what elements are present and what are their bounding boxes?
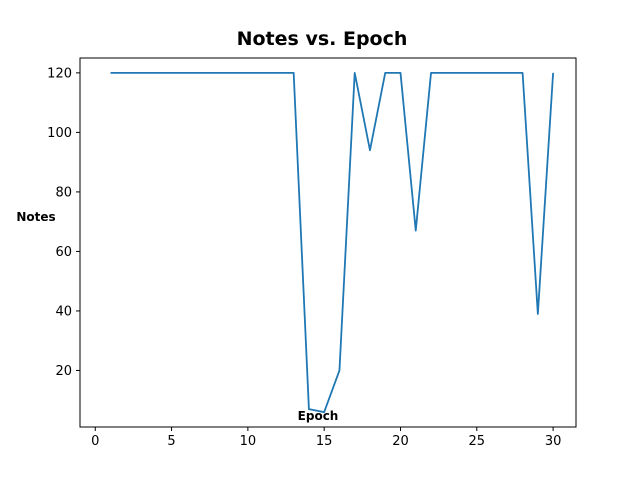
x-tick-label: 20	[392, 434, 409, 449]
y-tick-label: 40	[55, 304, 72, 319]
x-tick-label: 30	[545, 434, 562, 449]
x-tick-label: 25	[469, 434, 486, 449]
y-axis-label: Notes	[16, 210, 55, 224]
x-axis-label: Epoch	[298, 409, 339, 423]
y-tick-label: 20	[55, 364, 72, 379]
y-axis: 20 40 60 80 100 120	[47, 66, 80, 379]
y-tick-label: 80	[55, 185, 72, 200]
x-tick-label: 5	[167, 434, 175, 449]
x-tick-label: 15	[316, 434, 333, 449]
series-line	[110, 71, 555, 414]
y-tick-label: 60	[55, 245, 72, 260]
x-tick-label: 10	[240, 434, 257, 449]
x-tick-label: 0	[91, 434, 99, 449]
x-axis: 0 5 10 15 20 25 30	[91, 427, 561, 449]
plot-area-frame	[79, 57, 577, 428]
y-tick-label: 100	[47, 126, 72, 141]
y-tick-label: 120	[47, 66, 72, 81]
chart-title: Notes vs. Epoch	[237, 28, 408, 50]
